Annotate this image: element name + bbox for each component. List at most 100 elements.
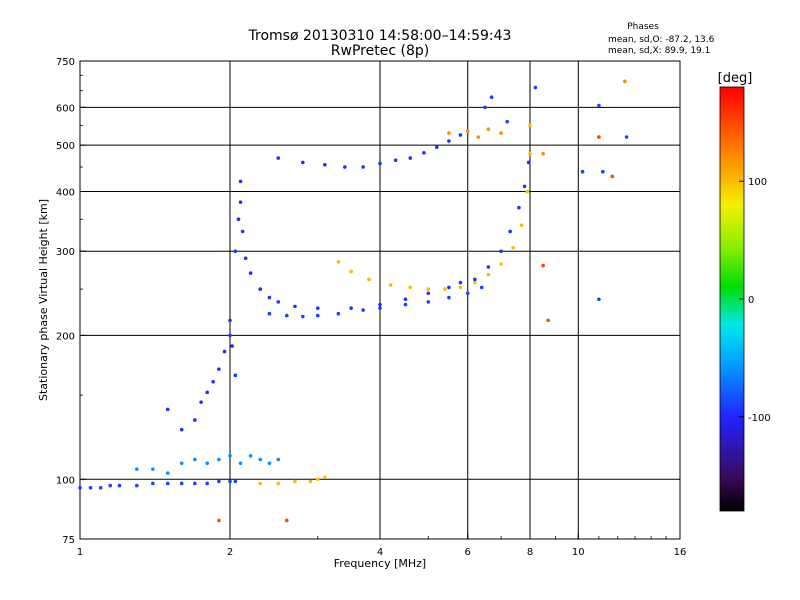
data-point bbox=[408, 156, 413, 160]
chart-subtitle: RwPretec (8p) bbox=[331, 43, 429, 59]
data-point bbox=[511, 245, 515, 250]
phases-o-stats: mean, sd,O: -87.2, 13.6 bbox=[608, 35, 715, 45]
data-point bbox=[541, 151, 545, 156]
x-axis-label: Frequency [MHz] bbox=[334, 557, 426, 570]
data-point bbox=[447, 139, 451, 143]
data-point bbox=[193, 418, 197, 422]
x-tick-label: 6 bbox=[465, 547, 471, 558]
data-point bbox=[236, 217, 241, 222]
data-point bbox=[301, 160, 305, 165]
data-point bbox=[601, 169, 605, 174]
y-tick-label: 75 bbox=[62, 535, 75, 546]
data-point bbox=[610, 174, 615, 179]
data-point bbox=[508, 229, 512, 234]
data-point bbox=[233, 373, 238, 378]
data-point bbox=[217, 518, 221, 523]
data-point bbox=[597, 297, 601, 302]
data-point bbox=[519, 223, 524, 228]
data-point bbox=[465, 129, 470, 133]
data-point bbox=[233, 479, 238, 484]
data-point bbox=[98, 485, 103, 490]
data-point bbox=[597, 103, 601, 108]
data-point bbox=[447, 295, 451, 300]
data-point bbox=[408, 285, 413, 290]
colorbar-tick-label: 100 bbox=[748, 177, 767, 188]
data-point bbox=[486, 127, 491, 131]
colorbar-ticks: 100 0 -100 bbox=[739, 177, 771, 424]
data-point bbox=[378, 306, 382, 310]
x-tick-label: 10 bbox=[572, 547, 585, 558]
data-point bbox=[447, 285, 451, 290]
y-tick-label: 100 bbox=[56, 475, 75, 486]
y-tick-label: 300 bbox=[56, 247, 75, 258]
data-point bbox=[228, 318, 232, 323]
data-point bbox=[522, 184, 527, 189]
y-tick-label: 750 bbox=[56, 57, 75, 68]
data-point bbox=[315, 313, 320, 318]
data-point bbox=[367, 277, 371, 282]
data-point bbox=[258, 457, 263, 462]
data-point bbox=[267, 461, 272, 466]
data-point bbox=[361, 165, 365, 169]
x-tick-label: 16 bbox=[674, 547, 687, 558]
data-point bbox=[284, 518, 289, 523]
data-point bbox=[179, 427, 184, 432]
x-tick-label: 4 bbox=[377, 547, 383, 558]
data-point bbox=[336, 311, 341, 316]
data-point bbox=[134, 467, 139, 471]
data-point bbox=[217, 479, 221, 484]
data-point bbox=[151, 467, 155, 471]
data-point bbox=[473, 280, 477, 285]
data-point bbox=[426, 287, 431, 291]
x-tick-label: 2 bbox=[227, 547, 233, 558]
data-point bbox=[378, 302, 382, 307]
data-point bbox=[458, 285, 463, 290]
data-point bbox=[483, 105, 487, 110]
data-point bbox=[393, 158, 398, 163]
data-point bbox=[426, 300, 431, 304]
data-point bbox=[233, 249, 238, 254]
data-point bbox=[293, 479, 297, 484]
data-point bbox=[267, 295, 272, 300]
data-point bbox=[248, 453, 253, 458]
data-point bbox=[248, 271, 253, 275]
x-tick-label: 8 bbox=[527, 547, 533, 558]
x-tick-label: 1 bbox=[77, 547, 83, 558]
data-point bbox=[486, 265, 491, 269]
y-tick-label: 600 bbox=[56, 103, 75, 114]
data-point bbox=[624, 135, 629, 139]
data-point bbox=[240, 229, 245, 234]
data-point bbox=[217, 367, 221, 371]
data-point bbox=[217, 457, 221, 462]
data-point bbox=[193, 481, 197, 486]
data-point bbox=[443, 287, 447, 291]
y-tick-label: 200 bbox=[56, 331, 75, 342]
data-point bbox=[315, 477, 320, 482]
colorbar-tick-label: -100 bbox=[748, 413, 771, 424]
data-point bbox=[165, 471, 170, 475]
data-point bbox=[179, 481, 184, 486]
data-point bbox=[546, 318, 550, 323]
x-axis-ticks: 1 2 4 6 8 10 16 bbox=[77, 533, 687, 558]
colorbar-label: [deg] bbox=[718, 71, 753, 86]
data-point bbox=[343, 165, 347, 169]
data-point bbox=[403, 302, 408, 307]
data-point bbox=[78, 485, 82, 490]
data-point bbox=[426, 291, 431, 296]
data-point bbox=[505, 119, 509, 124]
data-point bbox=[465, 291, 470, 296]
data-point bbox=[165, 481, 170, 486]
data-point bbox=[165, 407, 170, 412]
data-point bbox=[228, 453, 232, 458]
data-point bbox=[458, 133, 463, 137]
data-point bbox=[276, 457, 281, 462]
data-point bbox=[238, 461, 243, 466]
data-point bbox=[276, 300, 281, 304]
phases-title: Phases bbox=[627, 22, 659, 32]
data-point bbox=[388, 283, 393, 287]
data-point bbox=[193, 457, 197, 462]
data-point bbox=[336, 260, 341, 264]
data-point bbox=[525, 189, 530, 194]
data-point bbox=[323, 475, 327, 480]
